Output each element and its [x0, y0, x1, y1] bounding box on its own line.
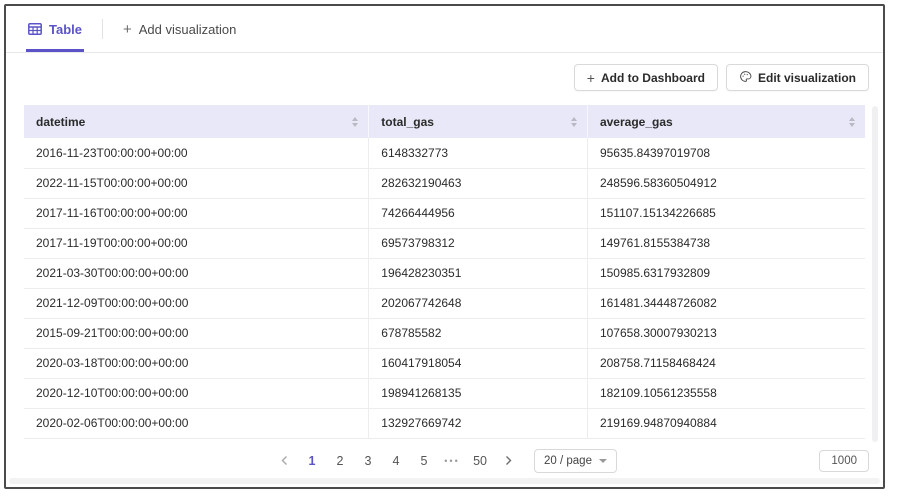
page-button-1[interactable]: 1: [308, 453, 316, 468]
tab-bar: Table + Add visualization: [6, 6, 883, 53]
table-row: 2016-11-23T00:00:00+00:00 6148332773 956…: [24, 138, 865, 169]
add-to-dashboard-button[interactable]: + Add to Dashboard: [573, 64, 718, 91]
table-row: 2017-11-16T00:00:00+00:00 74266444956 15…: [24, 198, 865, 229]
column-header-total-gas[interactable]: total_gas: [368, 105, 588, 138]
table-cell: 132927669742: [368, 408, 588, 439]
table-cell: 248596.58360504912: [587, 168, 865, 199]
table-cell: 2022-11-15T00:00:00+00:00: [24, 168, 370, 199]
table-cell: 149761.8155384738: [587, 228, 865, 259]
page-button-3[interactable]: 3: [364, 453, 372, 468]
plus-icon: +: [586, 69, 595, 86]
table-row: 2015-09-21T00:00:00+00:00 678785582 1076…: [24, 318, 865, 349]
tab-add-visualization[interactable]: + Add visualization: [121, 6, 238, 52]
column-header-datetime[interactable]: datetime: [24, 105, 370, 138]
tab-table[interactable]: Table: [26, 6, 84, 52]
column-label: datetime: [36, 114, 86, 129]
sort-icon[interactable]: [841, 116, 855, 127]
table-cell: 95635.84397019708: [587, 138, 865, 169]
plus-icon: +: [123, 20, 132, 38]
table-cell: 69573798312: [368, 228, 588, 259]
column-label: total_gas: [381, 114, 434, 129]
table-row: 2021-03-30T00:00:00+00:00 196428230351 1…: [24, 258, 865, 289]
results-panel: Table + Add visualization + Add to Dashb…: [4, 4, 885, 489]
table-cell: 2015-09-21T00:00:00+00:00: [24, 318, 370, 349]
table-cell: 198941268135: [368, 378, 588, 409]
table-row: 2022-11-15T00:00:00+00:00 282632190463 2…: [24, 168, 865, 199]
table-cell: 74266444956: [368, 198, 588, 229]
results-table: datetime total_gas average_gas: [24, 105, 865, 439]
tab-add-visualization-label: Add visualization: [138, 21, 237, 37]
table-cell: 202067742648: [368, 288, 588, 319]
sort-icon[interactable]: [344, 116, 359, 127]
table-cell: 219169.94870940884: [587, 408, 865, 439]
chevron-left-icon[interactable]: [272, 449, 296, 473]
table-cell: 2021-12-09T00:00:00+00:00: [24, 288, 370, 319]
table-cell: 678785582: [368, 318, 588, 349]
table-row: 2017-11-19T00:00:00+00:00 69573798312 14…: [24, 228, 865, 259]
toolbar: + Add to Dashboard Edit visualization: [6, 53, 883, 91]
table-cell: 160417918054: [368, 348, 588, 379]
column-header-average-gas[interactable]: average_gas: [587, 105, 865, 138]
results-table-container: datetime total_gas average_gas: [24, 105, 865, 439]
vertical-scrollbar[interactable]: [872, 106, 878, 442]
table-row: 2020-03-18T00:00:00+00:00 160417918054 2…: [24, 348, 865, 379]
column-label: average_gas: [599, 114, 673, 129]
chevron-down-icon: [598, 458, 607, 463]
horizontal-scrollbar[interactable]: [9, 478, 880, 484]
tab-table-label: Table: [49, 21, 82, 37]
page-button-2[interactable]: 2: [336, 453, 344, 468]
chevron-right-icon[interactable]: [496, 449, 520, 473]
pagination-ellipsis[interactable]: •••: [444, 455, 460, 466]
table-cell: 107658.30007930213: [587, 318, 865, 349]
page-button-5[interactable]: 5: [420, 453, 428, 468]
table-cell: 182109.10561235558: [587, 378, 865, 409]
total-rows-badge: 1000: [819, 449, 869, 472]
table-header-row: datetime total_gas average_gas: [24, 105, 865, 138]
sort-icon[interactable]: [563, 116, 577, 127]
table-cell: 2016-11-23T00:00:00+00:00: [24, 138, 370, 169]
table-cell: 2017-11-16T00:00:00+00:00: [24, 198, 370, 229]
edit-visualization-button[interactable]: Edit visualization: [725, 64, 869, 91]
table-row: 2020-12-10T00:00:00+00:00 198941268135 1…: [24, 378, 865, 409]
table-cell: 2020-02-06T00:00:00+00:00: [24, 408, 370, 439]
table-row: 2020-02-06T00:00:00+00:00 132927669742 2…: [24, 408, 865, 439]
pagination: 1 2 3 4 5 ••• 50 20 / page 1000: [6, 448, 883, 474]
table-cell: 2017-11-19T00:00:00+00:00: [24, 228, 370, 259]
table-cell: 150985.6317932809: [587, 258, 865, 289]
page-size-select[interactable]: 20 / page: [534, 448, 617, 473]
table-row: 2021-12-09T00:00:00+00:00 202067742648 1…: [24, 288, 865, 319]
table-cell: 2020-12-10T00:00:00+00:00: [24, 378, 370, 409]
table-icon: [28, 23, 42, 35]
edit-visualization-label: Edit visualization: [757, 70, 856, 85]
page-button-last[interactable]: 50: [473, 453, 487, 468]
table-cell: 2020-03-18T00:00:00+00:00: [24, 348, 370, 379]
table-cell: 196428230351: [368, 258, 588, 289]
table-cell: 161481.34448726082: [587, 288, 865, 319]
table-cell: 2021-03-30T00:00:00+00:00: [24, 258, 370, 289]
table-cell: 6148332773: [368, 138, 588, 169]
add-to-dashboard-label: Add to Dashboard: [600, 70, 705, 85]
page-button-4[interactable]: 4: [392, 453, 400, 468]
table-cell: 282632190463: [368, 168, 588, 199]
page-size-value: 20 / page: [544, 454, 592, 467]
table-cell: 208758.71158468424: [587, 348, 865, 379]
tab-divider: [102, 19, 103, 39]
palette-icon: [739, 70, 752, 86]
table-cell: 151107.15134226685: [587, 198, 865, 229]
